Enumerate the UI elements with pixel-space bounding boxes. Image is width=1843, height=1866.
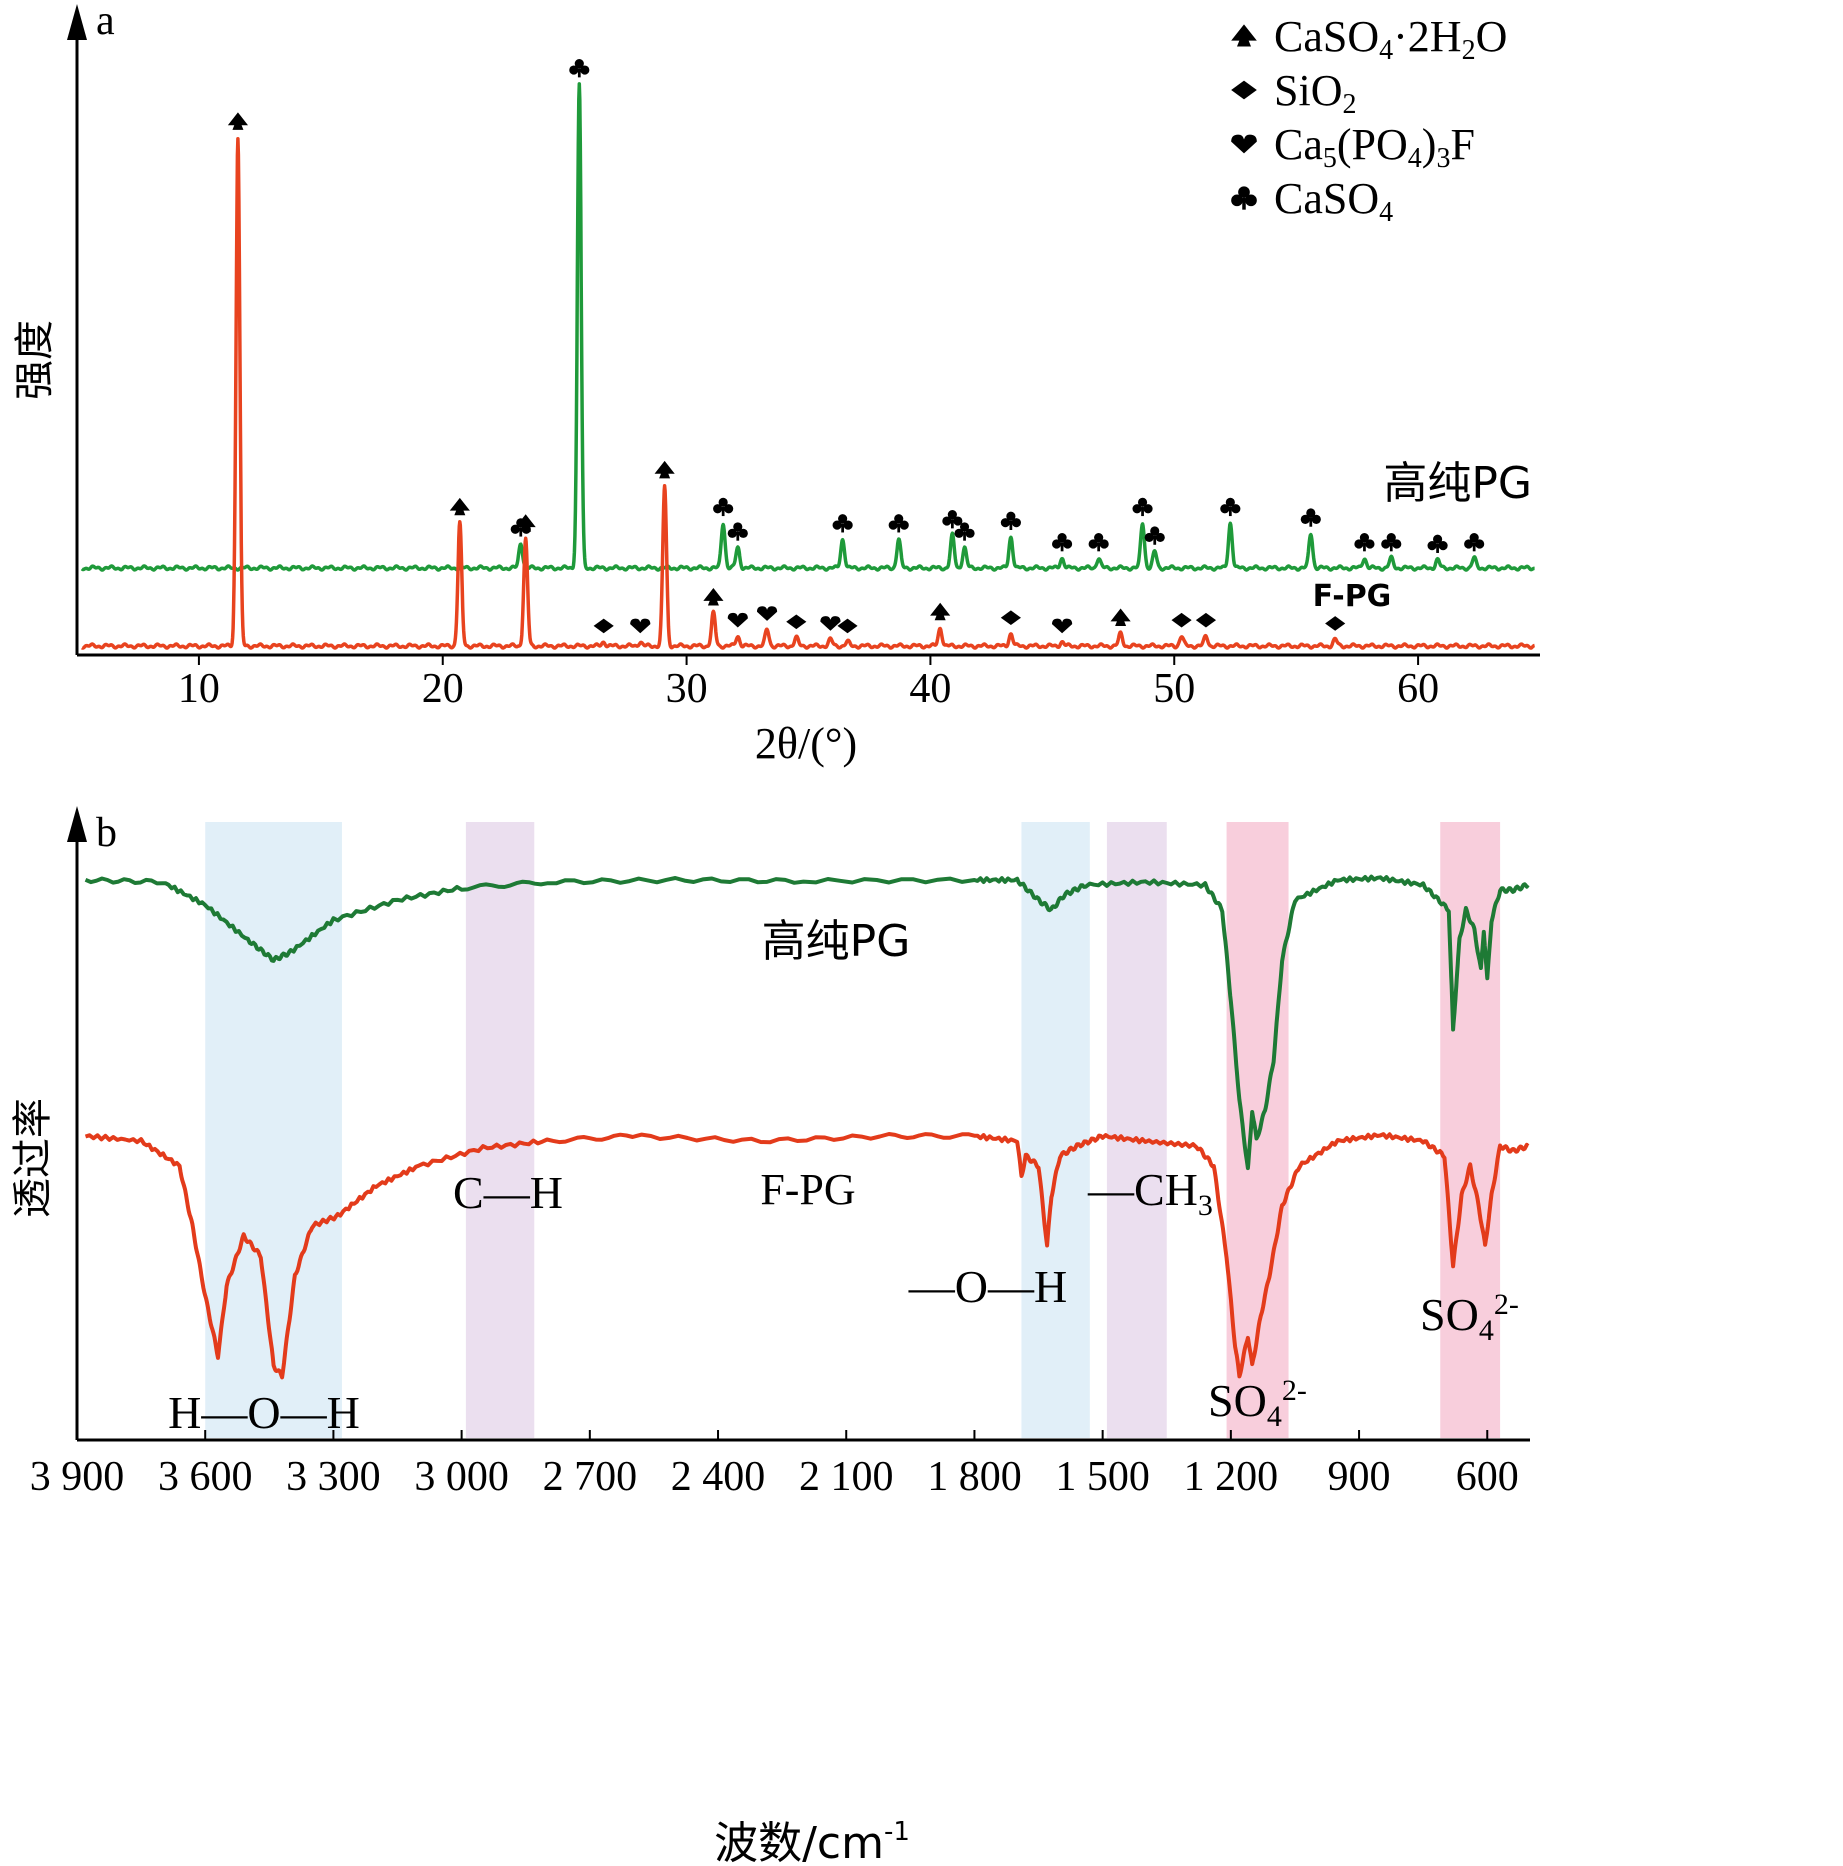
ftir-tick-label: 2 100 <box>799 1454 894 1500</box>
peak-marker-club-icon <box>1354 532 1375 552</box>
peak-marker-heart-icon <box>630 618 651 634</box>
ftir-tick-label: 3 900 <box>30 1454 125 1500</box>
annotation-c-h: C—H <box>453 1167 563 1218</box>
ftir-tick-label: 3 600 <box>158 1454 253 1500</box>
ftir-bands <box>205 822 1501 1438</box>
peak-marker-club-icon <box>832 514 853 533</box>
peak-marker-diamond-icon <box>1325 616 1346 631</box>
ftir-y-axis-arrow <box>67 806 87 842</box>
peak-marker-club-icon <box>713 497 734 517</box>
legend-entry-label: CaSO4·2H2O <box>1274 12 1507 66</box>
peak-marker-club-icon <box>1132 497 1153 517</box>
peak-marker-club-icon <box>1144 526 1165 545</box>
xrd-series-label-hpg: 高纯PG <box>1383 458 1532 509</box>
peak-marker-spade-icon <box>449 497 470 516</box>
peak-marker-club-icon <box>1000 511 1021 531</box>
peak-marker-spade-icon <box>654 460 675 479</box>
absorption-band <box>1021 822 1090 1438</box>
peak-marker-club-icon <box>942 510 963 529</box>
annotation-o-h: —O—H <box>908 1261 1067 1312</box>
peak-marker-spade-icon <box>930 602 951 621</box>
peak-marker-diamond-icon <box>593 618 614 634</box>
peak-marker-club-icon <box>1427 534 1448 553</box>
xrd-series-group <box>80 82 1536 650</box>
xrd-x-ticks: 10 20 30 40 50 60 <box>178 655 1439 712</box>
peak-marker-club-icon <box>1220 497 1241 517</box>
peak-marker-club-icon <box>569 59 590 78</box>
xrd-tick-label: 30 <box>666 666 708 712</box>
ftir-panel: 3 900 3 600 3 300 3 000 2 700 2 400 2 100 1 800… <box>10 806 1530 1866</box>
annotation-h-o-h: H—O—H <box>168 1387 360 1438</box>
legend-club-icon <box>1231 186 1257 210</box>
ftir-tick-label: 1 500 <box>1055 1454 1150 1500</box>
ftir-series-line <box>84 874 1530 1171</box>
ftir-series-line <box>84 1132 1530 1380</box>
peak-marker-club-icon <box>1300 508 1321 527</box>
peak-marker-heart-icon <box>1052 618 1073 634</box>
ftir-tick-label: 2 700 <box>543 1454 638 1500</box>
ftir-tick-label: 3 000 <box>414 1454 509 1500</box>
ftir-x-ticks: 3 900 3 600 3 300 3 000 2 700 2 400 2 100 1 800… <box>30 1430 1519 1500</box>
annotation-so4-b: SO42- <box>1420 1288 1519 1347</box>
xrd-series-line <box>80 82 1536 572</box>
peak-marker-spade-icon <box>703 588 724 606</box>
xrd-series-line <box>80 136 1536 650</box>
xrd-y-axis-label: 强度 <box>12 320 58 400</box>
annotation-hpg: 高纯PG <box>762 916 911 967</box>
ftir-tick-label: 1 800 <box>927 1454 1022 1500</box>
ftir-series-group <box>84 874 1530 1380</box>
annotation-so4-a: SO42- <box>1208 1374 1307 1433</box>
peak-marker-club-icon <box>1052 532 1073 552</box>
absorption-band <box>205 822 342 1438</box>
legend-spade-icon <box>1231 24 1257 47</box>
xrd-tick-label: 20 <box>422 666 464 712</box>
ftir-tick-label: 3 300 <box>286 1454 381 1500</box>
xrd-tick-label: 50 <box>1153 666 1195 712</box>
ftir-tick-label: 1 200 <box>1184 1454 1279 1500</box>
peak-marker-heart-icon <box>756 606 778 621</box>
xrd-y-axis-arrow <box>67 4 87 40</box>
peak-marker-club-icon <box>727 522 748 541</box>
ftir-tick-label: 2 400 <box>671 1454 766 1500</box>
absorption-band <box>1106 822 1167 1438</box>
xrd-panel: 10 20 30 40 50 60 a 强度 2θ/(°) 高纯PG F-PG CaSO4… <box>12 0 1540 768</box>
xrd-tick-label: 40 <box>909 666 951 712</box>
xrd-tick-label: 10 <box>178 666 220 712</box>
legend-entry-label: SiO2 <box>1274 66 1356 120</box>
peak-marker-spade-icon <box>227 112 249 130</box>
panel-label-b: b <box>96 810 117 856</box>
peak-marker-heart-icon <box>727 612 748 628</box>
peak-marker-diamond-icon <box>1195 612 1217 628</box>
xrd-tick-label: 60 <box>1397 666 1439 712</box>
xrd-series-label-fpg: F-PG <box>1313 579 1392 614</box>
ftir-x-axis-label: 波数/cm-1 <box>714 1817 910 1866</box>
legend-heart-icon <box>1231 134 1257 154</box>
peak-marker-diamond-icon <box>1171 612 1192 628</box>
ftir-y-axis-label: 透过率 <box>10 1098 56 1218</box>
annotation-ch3: —CH3 <box>1087 1164 1213 1222</box>
legend-diamond-icon <box>1231 80 1257 100</box>
peak-marker-heart-icon <box>820 616 841 631</box>
legend-entry-label: CaSO4 <box>1274 174 1393 228</box>
peak-marker-club-icon <box>1381 532 1402 552</box>
panel-label-a: a <box>96 0 115 44</box>
annotation-f-pg: F-PG <box>760 1165 855 1214</box>
peak-marker-club-icon <box>1464 532 1485 552</box>
peak-marker-diamond-icon <box>1000 610 1021 626</box>
absorption-band <box>465 822 535 1438</box>
legend-entry-label: Ca5(PO4)3F <box>1274 120 1475 174</box>
peak-marker-diamond-icon <box>786 614 807 630</box>
ftir-tick-label: 900 <box>1328 1454 1391 1500</box>
xrd-x-axis-label: 2θ/(°) <box>755 719 857 768</box>
peak-marker-club-icon <box>888 514 909 533</box>
peak-marker-club-icon <box>1088 532 1109 552</box>
peak-marker-spade-icon <box>1110 608 1131 626</box>
ftir-tick-label: 600 <box>1456 1454 1519 1500</box>
